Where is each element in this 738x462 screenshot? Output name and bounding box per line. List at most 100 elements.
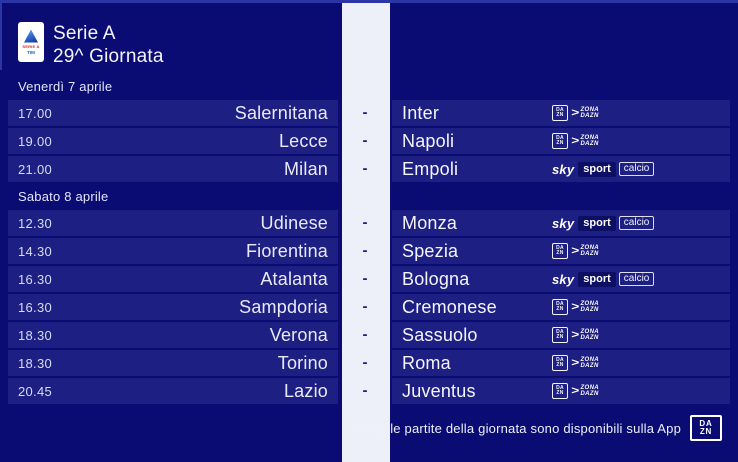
separator-dash: - [362, 132, 368, 149]
match-time: 19.00 [18, 133, 53, 149]
zona-dazn-logo: DA ZN > ZONA DAZN [552, 133, 599, 149]
zona-dazn-logo: DA ZN > ZONA DAZN [552, 243, 599, 259]
away-cell: Cremonese DA ZN > ZONA DAZN [392, 294, 730, 320]
home-cell: 12.30 Udinese [8, 210, 338, 236]
serie-a-logo-text: SERIE A [22, 43, 40, 49]
home-team: Verona [269, 324, 328, 345]
sky-sport-calcio-logo: sky sport calcio [552, 161, 655, 177]
sky-wordmark: sky [552, 215, 575, 231]
match-row: 16.30 Sampdoria - Cremonese DA ZN > ZONA D… [8, 294, 730, 320]
match-row: 16.30 Atalanta - Bologna sky sport calci… [8, 266, 730, 292]
header: SERIE A TIM Serie A 29^ Giornata [18, 22, 164, 68]
away-cell: Monza sky sport calcio [392, 210, 730, 236]
home-team: Lecce [278, 130, 328, 151]
serie-a-logo: SERIE A TIM [18, 22, 44, 62]
chevron-icon: > [571, 329, 580, 341]
zona-dazn-logo: DA ZN > ZONA DAZN [552, 299, 599, 315]
dazn-box-icon: DA ZN [552, 243, 568, 259]
match-time: 18.30 [18, 327, 53, 343]
chevron-icon: > [571, 245, 580, 257]
calcio-badge: calcio [618, 162, 655, 176]
dazn-box-icon: DA ZN [552, 383, 568, 399]
footer-note: Tutte le partite della giornata sono dis… [356, 415, 722, 441]
chevron-icon: > [571, 357, 580, 369]
away-team: Cremonese [402, 296, 497, 317]
sport-badge: sport [578, 271, 616, 287]
home-team: Milan [283, 158, 328, 179]
zona-dazn-text: ZONA DAZN [580, 244, 600, 258]
away-cell: Sassuolo DA ZN > ZONA DAZN [392, 322, 730, 348]
match-row: 19.00 Lecce - Napoli DA ZN > ZONA DAZN [8, 128, 730, 154]
home-cell: 19.00 Lecce [8, 128, 338, 154]
home-team: Fiorentina [245, 240, 328, 261]
sky-wordmark: sky [552, 161, 575, 177]
dazn-box-icon: DA ZN [552, 105, 568, 121]
sky-wordmark: sky [552, 271, 575, 287]
zona-dazn-logo: DA ZN > ZONA DAZN [552, 327, 599, 343]
home-cell: 17.00 Salernitana [8, 100, 338, 126]
sky-sport-calcio-logo: sky sport calcio [552, 271, 655, 287]
dazn-box-icon: DA ZN [552, 299, 568, 315]
league-title: Serie A [53, 23, 116, 44]
away-team: Empoli [402, 158, 459, 179]
match-time: 12.30 [18, 215, 53, 231]
match-row: 17.00 Salernitana - Inter DA ZN > ZONA DAZ… [8, 100, 730, 126]
dazn-box-icon: DA ZN [552, 133, 568, 149]
separator-dash: - [362, 104, 368, 121]
separator-dash: - [362, 326, 368, 343]
chevron-icon: > [571, 107, 580, 119]
match-row: 18.30 Torino - Roma DA ZN > ZONA DAZN [8, 350, 730, 376]
home-cell: 18.30 Torino [8, 350, 338, 376]
match-row: 20.45 Lazio - Juventus DA ZN > ZONA DAZN [8, 378, 730, 404]
away-cell: Juventus DA ZN > ZONA DAZN [392, 378, 730, 404]
sport-badge: sport [578, 215, 616, 231]
center-light-column [342, 3, 390, 462]
away-team: Bologna [402, 268, 470, 289]
dazn-logo: DA ZN [690, 415, 722, 441]
away-team: Napoli [402, 130, 455, 151]
separator-dash: - [362, 214, 368, 231]
zona-dazn-text: ZONA DAZN [580, 106, 600, 120]
zona-dazn-text: ZONA DAZN [580, 300, 600, 314]
match-row: 21.00 Milan - Empoli sky sport calcio [8, 156, 730, 182]
matchday-title: 29^ Giornata [53, 46, 164, 67]
dazn-box-icon: DA ZN [552, 327, 568, 343]
match-time: 18.30 [18, 355, 53, 371]
separator-dash: - [362, 270, 368, 287]
date-header-friday: Venerdì 7 aprile [18, 79, 113, 94]
match-time: 16.30 [18, 299, 53, 315]
separator-dash: - [362, 354, 368, 371]
sport-badge: sport [578, 161, 616, 177]
home-cell: 14.30 Fiorentina [8, 238, 338, 264]
away-team: Monza [402, 212, 458, 233]
match-time: 20.45 [18, 383, 53, 399]
serie-a-triangle-icon [24, 29, 38, 43]
away-team: Inter [402, 102, 440, 123]
footer-text: Tutte le partite della giornata sono dis… [356, 420, 681, 436]
separator-dash: - [362, 382, 368, 399]
zona-dazn-text: ZONA DAZN [580, 134, 600, 148]
sky-sport-calcio-logo: sky sport calcio [552, 215, 655, 231]
home-cell: 20.45 Lazio [8, 378, 338, 404]
match-row: 12.30 Udinese - Monza sky sport calcio [8, 210, 730, 236]
tim-logo-text: TIM [27, 49, 35, 55]
left-edge-line [0, 0, 2, 70]
calcio-badge: calcio [618, 272, 655, 286]
home-team: Sampdoria [239, 296, 328, 317]
away-team: Spezia [402, 240, 459, 261]
separator-dash: - [362, 242, 368, 259]
match-time: 14.30 [18, 243, 53, 259]
zona-dazn-text: ZONA DAZN [580, 356, 600, 370]
away-cell: Napoli DA ZN > ZONA DAZN [392, 128, 730, 154]
match-time: 16.30 [18, 271, 53, 287]
match-time: 17.00 [18, 105, 53, 121]
calcio-badge: calcio [618, 216, 655, 230]
away-team: Sassuolo [402, 324, 478, 345]
away-cell: Roma DA ZN > ZONA DAZN [392, 350, 730, 376]
zona-dazn-logo: DA ZN > ZONA DAZN [552, 355, 599, 371]
home-team: Atalanta [260, 268, 328, 289]
separator-dash: - [362, 298, 368, 315]
away-cell: Inter DA ZN > ZONA DAZN [392, 100, 730, 126]
header-titles: Serie A 29^ Giornata [53, 22, 164, 68]
